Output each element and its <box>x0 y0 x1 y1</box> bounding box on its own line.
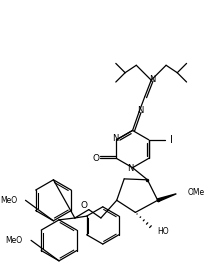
Text: MeO: MeO <box>0 196 17 205</box>
Text: I: I <box>170 135 172 145</box>
Polygon shape <box>157 194 176 202</box>
Text: N: N <box>149 75 155 84</box>
Text: O: O <box>92 154 99 163</box>
Text: O: O <box>81 201 88 210</box>
Text: N: N <box>128 164 134 173</box>
Text: N: N <box>112 134 119 143</box>
Text: N: N <box>137 106 143 115</box>
Text: MeO: MeO <box>6 236 23 245</box>
Text: HO: HO <box>157 227 168 236</box>
Text: OMe: OMe <box>187 188 205 197</box>
